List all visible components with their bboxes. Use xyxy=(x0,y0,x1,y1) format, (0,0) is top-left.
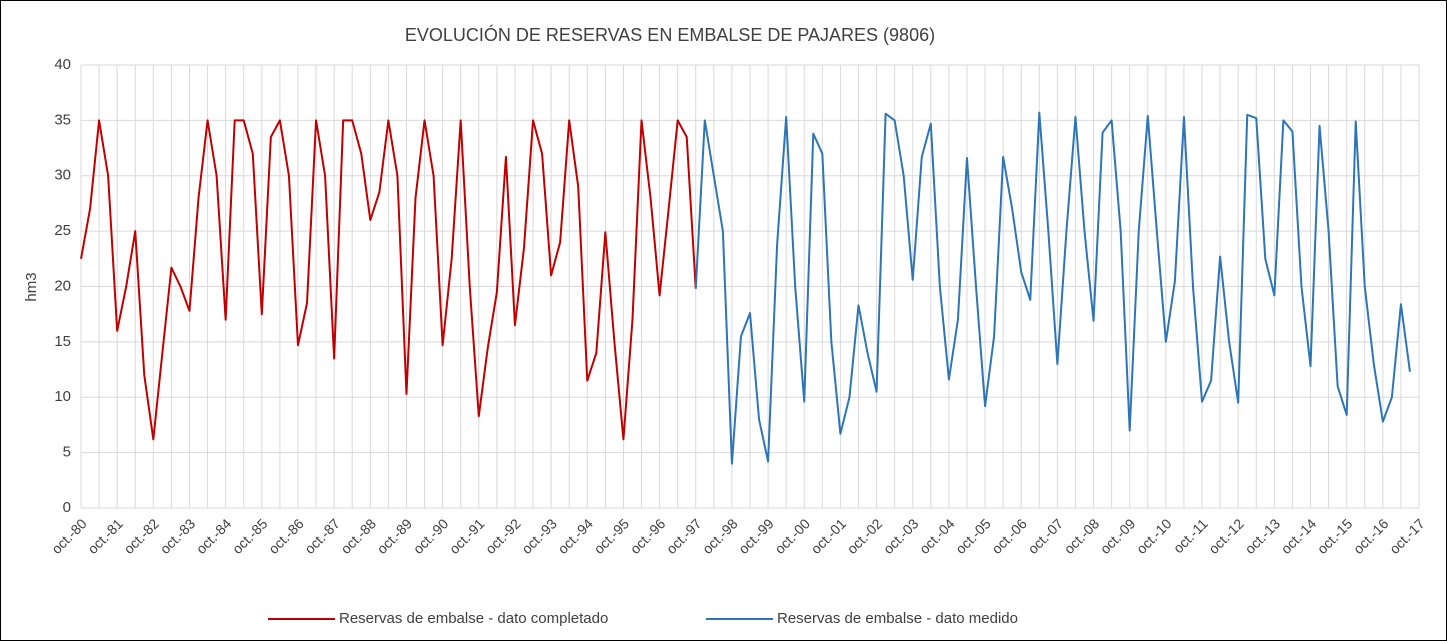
series-line xyxy=(694,111,1411,465)
y-tick-label: 40 xyxy=(54,56,71,73)
y-tick-label: 35 xyxy=(54,111,71,128)
y-axis-label: hm3 xyxy=(23,272,40,301)
legend-label: Reservas de embalse - dato medido xyxy=(777,610,1018,627)
y-tick-label: 5 xyxy=(63,444,71,461)
y-tick-label: 25 xyxy=(54,222,71,239)
legend-label: Reservas de embalse - dato completado xyxy=(339,610,608,627)
chart-title: EVOLUCIÓN DE RESERVAS EN EMBALSE DE PAJA… xyxy=(405,24,935,45)
y-tick-label: 20 xyxy=(54,277,71,294)
y-tick-label: 0 xyxy=(63,499,71,516)
y-tick-label: 10 xyxy=(54,388,71,405)
y-tick-label: 30 xyxy=(54,167,71,184)
y-tick-label: 15 xyxy=(54,333,71,350)
series-line xyxy=(80,119,697,441)
